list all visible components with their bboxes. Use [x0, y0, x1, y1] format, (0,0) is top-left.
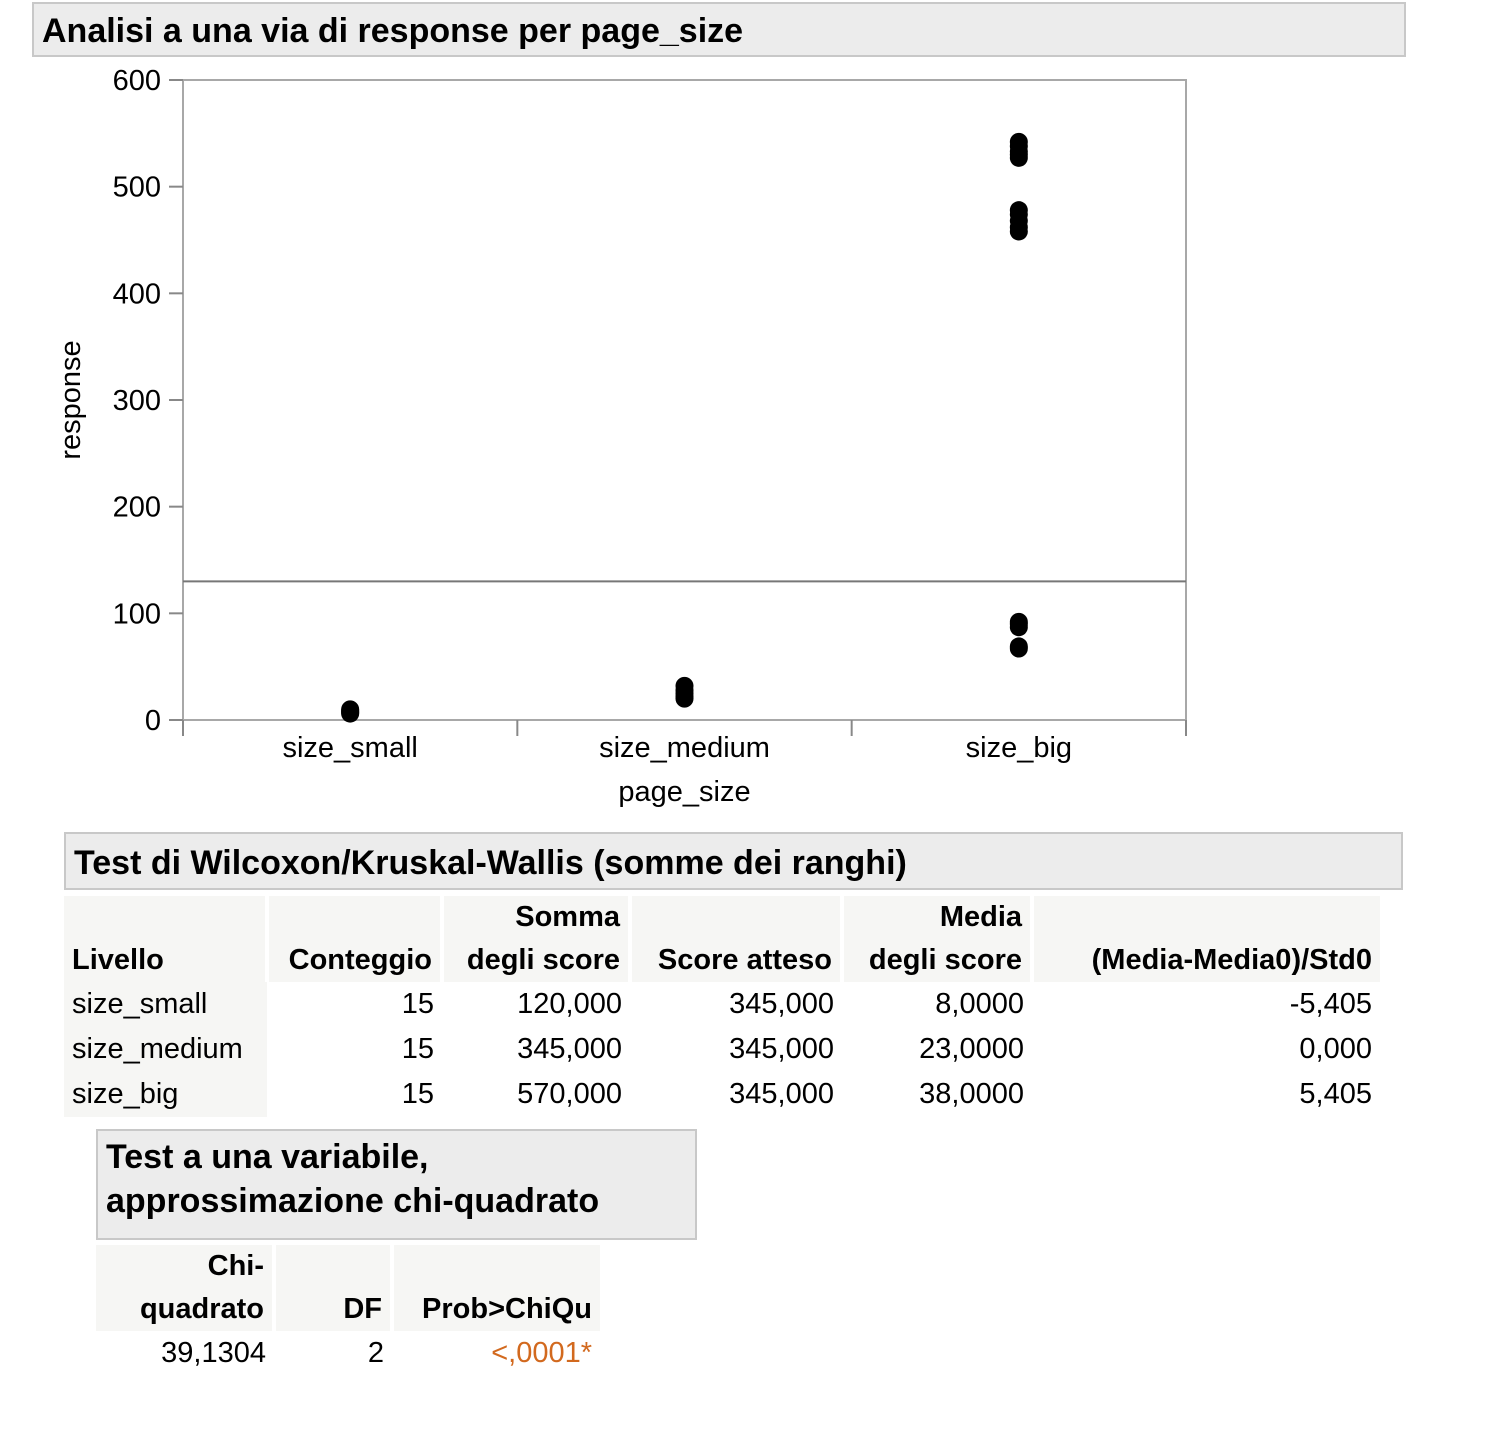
- y-tick-label: 100: [113, 598, 161, 630]
- col-header-conteggio: Conteggio: [265, 896, 442, 982]
- cell-prob-value: <,0001*: [491, 1337, 592, 1369]
- report-title[interactable]: Analisi a una via di response per page_s…: [32, 2, 1406, 57]
- y-tick-label: 0: [145, 705, 161, 737]
- col-header-prob: Prob>ChiQu: [390, 1245, 600, 1331]
- y-tick-label: 600: [113, 65, 161, 97]
- data-point: [1009, 637, 1028, 656]
- col-header-chi-quadrato: Chi-quadrato: [96, 1245, 274, 1331]
- y-tick-label: 500: [113, 172, 161, 204]
- cell-conteggio: 15: [401, 988, 434, 1020]
- col-header-livello: Livello: [64, 896, 267, 982]
- cell-std: -5,405: [1289, 988, 1372, 1020]
- cell-somma: 570,000: [517, 1078, 622, 1110]
- y-tick-label: 200: [113, 492, 161, 524]
- data-point: [1009, 201, 1028, 220]
- wilcoxon-table: Livello Conteggio Somma degli score Score…: [64, 896, 1380, 1117]
- x-tick-label: size_small: [282, 732, 417, 764]
- data-point: [1009, 132, 1028, 151]
- chisq-title-line2: approssimazione chi-quadrato: [106, 1182, 600, 1221]
- table-row: size_small 15 120,000 345,000 8,0000 -5,…: [64, 982, 1380, 1027]
- cell-media: 8,0000: [935, 988, 1024, 1020]
- cell-livello: size_medium: [64, 1027, 267, 1072]
- cell-atteso: 345,000: [729, 1033, 834, 1065]
- col-header-media-score: Media degli score: [840, 896, 1032, 982]
- cell-conteggio: 15: [401, 1033, 434, 1065]
- chisq-section-title[interactable]: Test a una variabile, approssimazione ch…: [96, 1129, 697, 1240]
- cell-atteso: 345,000: [729, 1078, 834, 1110]
- x-axis-title: page_size: [618, 776, 750, 808]
- chisq-title-line1: Test a una variabile,: [106, 1138, 429, 1176]
- cell-std: 0,000: [1299, 1033, 1372, 1065]
- oneway-scatter-chart: 0 100 200 300 400 500 600 size_small size_medium…: [55, 65, 1187, 808]
- cell-std: 5,405: [1299, 1078, 1372, 1110]
- data-point: [341, 700, 360, 719]
- cell-livello: size_big: [64, 1072, 267, 1117]
- col-header-std-diff: (Media-Media0)/Std0: [1030, 896, 1380, 982]
- col-header-df: DF: [272, 1245, 392, 1331]
- y-tick-label: 400: [113, 278, 161, 310]
- col-header-score-atteso: Score atteso: [628, 896, 842, 982]
- col-header-somma-score: Somma degli score: [440, 896, 630, 982]
- x-tick-label: size_medium: [599, 732, 770, 764]
- cell-df: 2: [367, 1337, 384, 1369]
- chisq-table: Chi-quadrato DF Prob>ChiQu 39,1304 2 <,0…: [96, 1245, 600, 1376]
- wilcoxon-section-title[interactable]: Test di Wilcoxon/Kruskal-Wallis (somme d…: [64, 832, 1403, 890]
- data-point: [1009, 612, 1028, 631]
- cell-atteso: 345,000: [729, 988, 834, 1020]
- cell-media: 38,0000: [919, 1078, 1024, 1110]
- table-row: size_big 15 570,000 345,000 38,0000 5,40…: [64, 1072, 1380, 1117]
- x-tick-label: size_big: [966, 732, 1072, 764]
- table-header-row: Chi-quadrato DF Prob>ChiQu: [96, 1245, 600, 1331]
- cell-livello: size_small: [64, 982, 267, 1027]
- y-axis-title: response: [55, 340, 87, 459]
- cell-somma: 345,000: [517, 1033, 622, 1065]
- cell-media: 23,0000: [919, 1033, 1024, 1065]
- plot-frame: [182, 79, 1187, 721]
- y-tick-label: 300: [113, 385, 161, 417]
- table-header-row: Livello Conteggio Somma degli score Score…: [64, 896, 1380, 982]
- cell-somma: 120,000: [517, 988, 622, 1020]
- table-row: size_medium 15 345,000 345,000 23,0000 0…: [64, 1027, 1380, 1072]
- cell-conteggio: 15: [401, 1078, 434, 1110]
- table-row: 39,1304 2 <,0001*: [96, 1331, 600, 1376]
- data-point: [675, 676, 694, 695]
- cell-chi-value: 39,1304: [161, 1337, 266, 1369]
